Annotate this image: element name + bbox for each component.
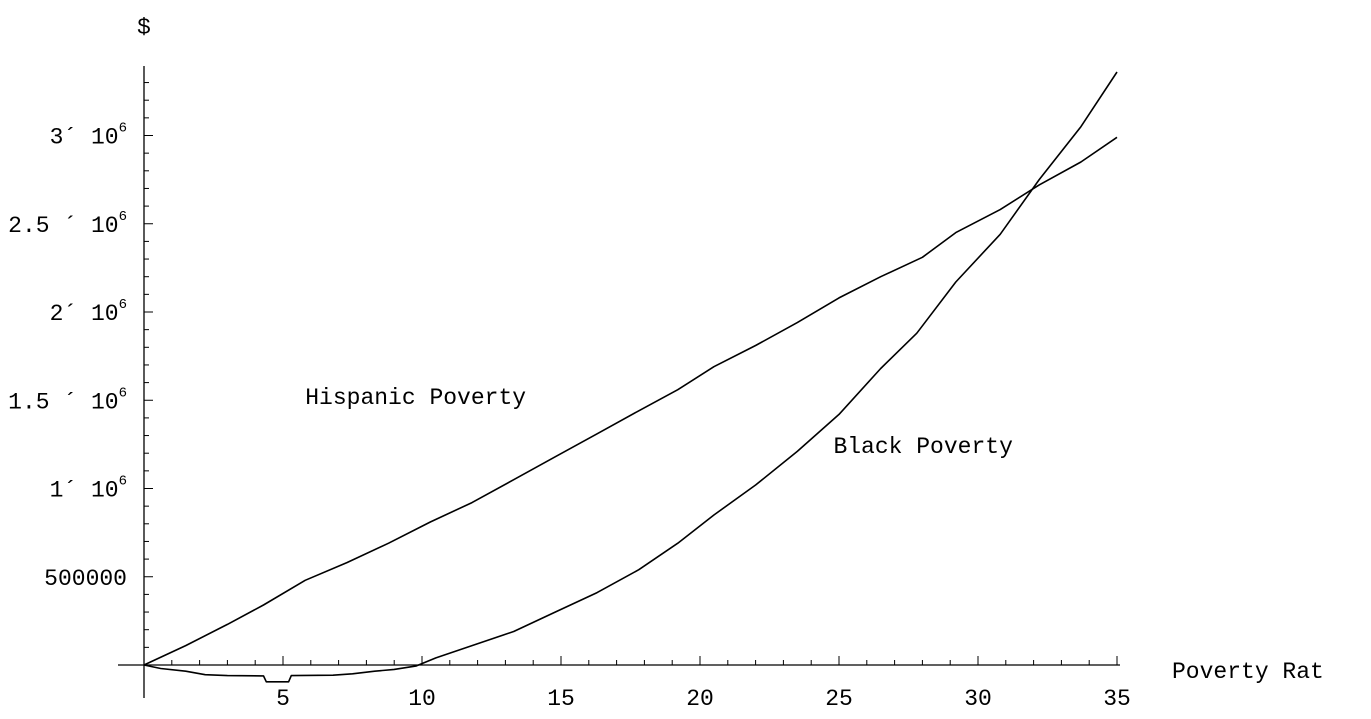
y-tick-label: 1´ 106 — [50, 474, 127, 504]
y-tick-label: 3´ 106 — [50, 121, 127, 151]
ticks — [144, 82, 1118, 665]
y-tick-label: 2´ 106 — [50, 297, 127, 327]
x-tick-label: 30 — [964, 686, 992, 712]
x-tick-label: 10 — [408, 686, 436, 712]
x-tick-label: 5 — [276, 686, 290, 712]
y-tick-label: 500000 — [44, 566, 127, 592]
x-axis-label: Poverty Rat — [1172, 659, 1324, 685]
x-tick-label: 15 — [547, 686, 575, 712]
x-tick-label: 35 — [1103, 686, 1131, 712]
y-tick-label: 1.5 ´ 106 — [8, 385, 127, 415]
y-tick-label: 2.5 ´ 106 — [8, 209, 127, 239]
series-line-1 — [143, 71, 1118, 683]
axes — [118, 66, 1120, 698]
x-tick-label: 20 — [686, 686, 714, 712]
series-lines — [143, 71, 1118, 683]
x-tick-label: 25 — [825, 686, 853, 712]
series-label-1: Black Poverty — [833, 434, 1013, 460]
labels: 5 10 15 20 25 30 35 500000 1´ 106 1.5 ´ 106 2´ 106… — [8, 15, 1324, 712]
series-label-0: Hispanic Poverty — [305, 385, 526, 411]
series-line-0 — [143, 136, 1118, 666]
y-axis-label: $ — [137, 15, 151, 41]
